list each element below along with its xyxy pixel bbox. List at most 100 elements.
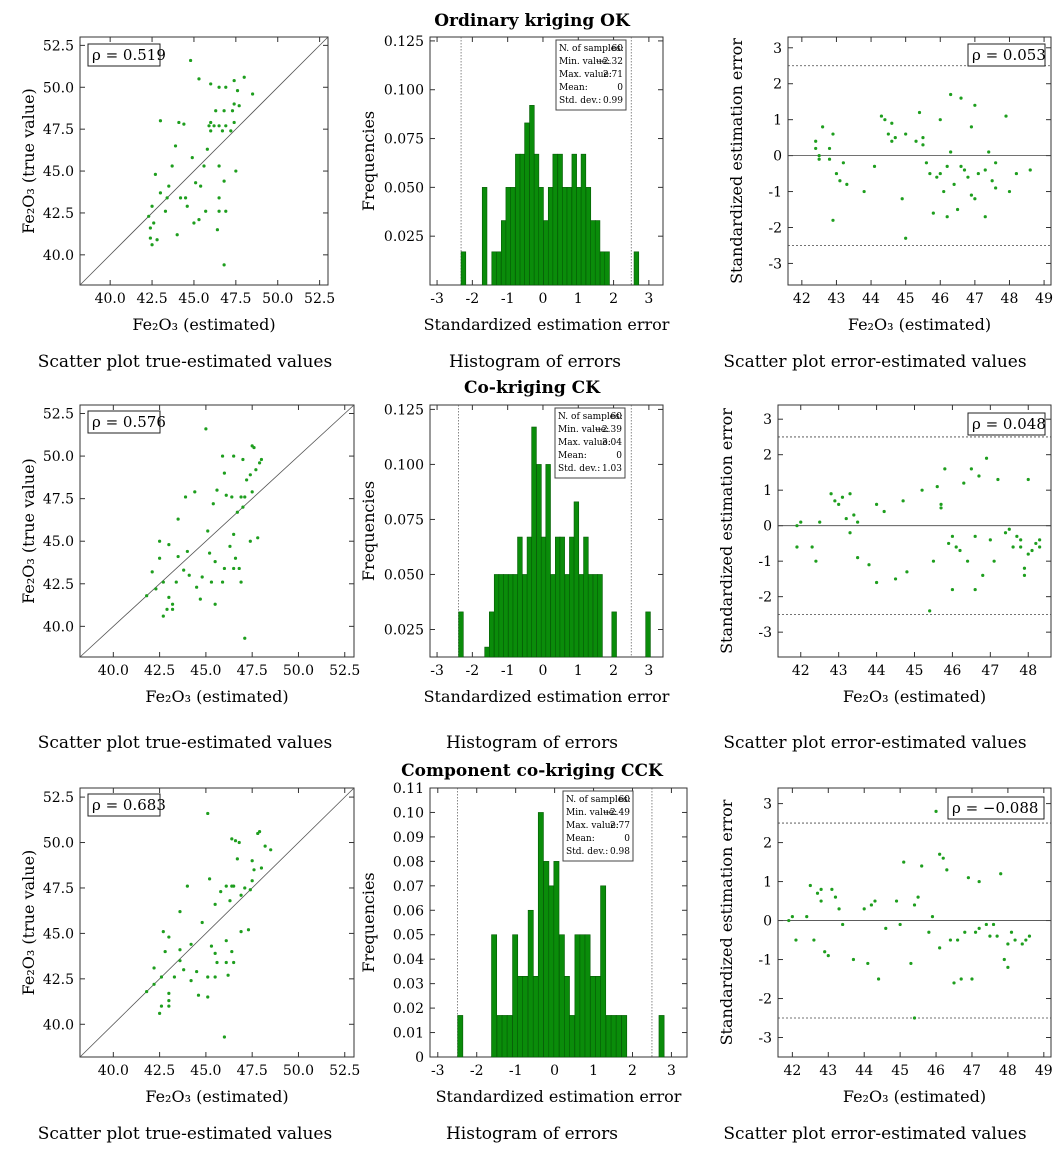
x-tick-label: 49 <box>1035 1063 1053 1079</box>
data-point <box>207 551 212 555</box>
histogram-bar <box>584 934 591 1058</box>
y-tick-label: 0.10 <box>393 805 424 821</box>
data-point <box>176 517 180 521</box>
data-point <box>916 895 920 899</box>
histogram-bar <box>491 934 498 1058</box>
data-point <box>199 184 203 188</box>
y-tick-label: 0 <box>415 1050 424 1066</box>
data-point <box>928 609 932 613</box>
data-point <box>950 534 955 538</box>
x-tick-label: 47.5 <box>237 1063 268 1079</box>
x-tick-label: -1 <box>501 663 515 679</box>
data-point <box>163 949 167 954</box>
data-point <box>228 899 232 903</box>
data-point <box>235 89 240 93</box>
data-point <box>992 559 996 563</box>
data-point <box>956 938 960 942</box>
row-title-ok: Ordinary kriging OK <box>434 11 631 31</box>
data-point <box>969 193 974 197</box>
data-point <box>952 981 956 985</box>
data-point <box>224 960 228 965</box>
data-point <box>243 495 247 499</box>
x-axis-label: Fe₂O₃ (estimated) <box>145 1087 288 1106</box>
data-point <box>200 575 204 579</box>
caption-hist-cck: Histogram of errors <box>446 1124 618 1144</box>
data-point <box>938 946 942 950</box>
x-tick-label: 42 <box>783 1063 801 1079</box>
x-axis-label: Fe₂O₃ (estimated) <box>843 1087 986 1106</box>
data-point <box>222 566 227 571</box>
panel-scatter-2-0: 40.0 42.5 45.0 47.5 50.0 52.5 40.0 42.5 45.0 47.5… <box>19 787 360 1106</box>
data-point <box>1024 938 1028 942</box>
histogram-bar <box>573 501 580 658</box>
y-tick-label: 52.5 <box>43 790 74 806</box>
data-point <box>222 471 227 475</box>
data-point <box>890 121 894 125</box>
histogram-bar <box>503 574 509 658</box>
histogram-bar <box>595 975 601 1058</box>
histogram-bar <box>545 464 551 658</box>
x-tick-label: -1 <box>501 291 515 307</box>
x-tick-label: 44 <box>862 291 880 307</box>
data-point <box>209 944 214 948</box>
histogram-bar <box>600 885 607 1058</box>
data-point <box>823 950 827 954</box>
data-point <box>917 110 922 115</box>
data-point <box>950 587 955 592</box>
x-tick-label: 47.5 <box>237 663 268 679</box>
y-tick-label: 1 <box>773 113 782 129</box>
y-tick-label: -3 <box>758 625 772 641</box>
data-point <box>1013 938 1017 942</box>
data-point <box>905 570 909 574</box>
data-point <box>939 506 943 510</box>
data-point <box>856 556 860 560</box>
histogram-bar <box>543 861 550 1058</box>
data-point <box>808 883 812 888</box>
data-point <box>185 549 189 554</box>
data-point <box>1026 477 1030 482</box>
data-point <box>167 1004 171 1008</box>
data-point <box>945 164 949 168</box>
data-point <box>248 888 252 892</box>
histogram-bar <box>578 574 584 658</box>
data-point <box>230 109 235 113</box>
data-point <box>787 918 791 923</box>
data-point <box>862 907 866 911</box>
y-tick-label: 47.5 <box>43 881 74 897</box>
x-tick-label: 45 <box>897 291 915 307</box>
y-tick-label: 0.05 <box>393 928 424 944</box>
y-axis-label: Fe₂O₃ (true value) <box>19 850 38 996</box>
histogram-bar <box>547 187 554 286</box>
data-point <box>158 539 162 543</box>
data-point <box>970 977 974 981</box>
y-tick-label: -1 <box>758 953 772 969</box>
y-tick-label: 52.5 <box>43 38 74 54</box>
histogram-bar <box>489 611 495 658</box>
data-point <box>805 915 809 919</box>
identity-line <box>79 787 355 1058</box>
histogram-bar <box>508 574 514 658</box>
histogram-bar <box>576 187 582 286</box>
data-point <box>207 877 212 881</box>
data-point <box>830 887 834 891</box>
data-point <box>1006 942 1010 946</box>
data-point <box>173 144 178 148</box>
panel-scatter-1-2: 42 43 44 45 46 47 48 -3 -2 -1 0 1 2 3 Fe₂O₃ (estimated… <box>717 404 1052 706</box>
data-point <box>248 539 252 543</box>
histogram-bar <box>524 122 530 286</box>
x-tick-label: 45 <box>906 663 924 679</box>
data-point <box>959 164 963 168</box>
data-point <box>1002 957 1006 962</box>
y-tick-label: 0.09 <box>393 830 424 846</box>
data-point <box>1011 545 1015 549</box>
stat-label: Std. dev.: <box>558 464 600 474</box>
data-point <box>206 529 210 533</box>
data-point <box>172 975 177 979</box>
data-point <box>241 505 245 509</box>
y-tick-label: 45.0 <box>43 926 74 942</box>
data-point <box>209 120 213 125</box>
data-point <box>945 868 949 872</box>
data-point <box>209 580 214 584</box>
data-point <box>912 1016 917 1020</box>
data-point <box>224 124 228 128</box>
